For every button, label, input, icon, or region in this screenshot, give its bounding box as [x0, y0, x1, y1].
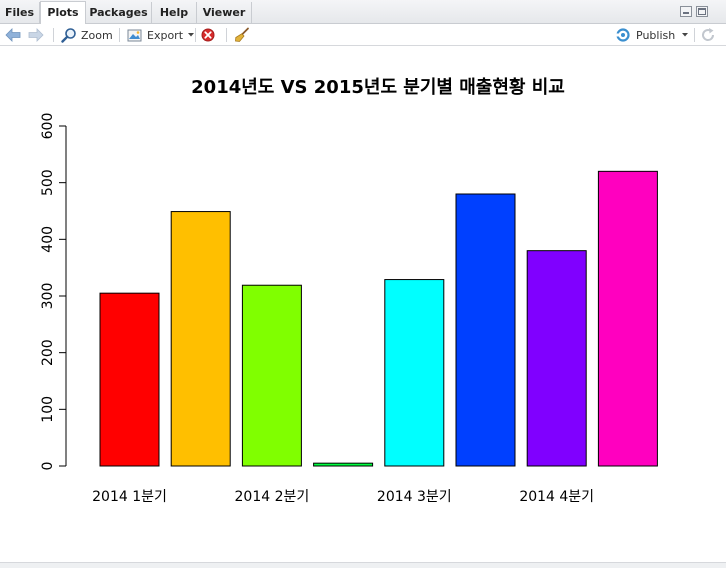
- forward-button[interactable]: [28, 24, 44, 46]
- bar: [526, 250, 587, 467]
- x-tick-label: 2014 2분기: [235, 489, 310, 505]
- bar: [597, 170, 658, 467]
- bar: [170, 211, 231, 467]
- x-tick-label: 2014 4분기: [519, 489, 594, 505]
- export-icon: [127, 29, 142, 42]
- y-tick-label: 200: [40, 339, 56, 366]
- magnifier-icon: [61, 28, 76, 43]
- bar: [313, 462, 374, 467]
- zoom-label: Zoom: [81, 28, 113, 42]
- bar: [384, 279, 445, 467]
- bar-chart: 2014년도 VS 2015년도 분기별 매출현황 비교 0 100 200 300 4…: [40, 77, 658, 505]
- refresh-icon: [702, 28, 715, 41]
- arrow-right-icon: [28, 28, 44, 42]
- minimize-icon: [683, 12, 689, 14]
- publish-icon: [616, 28, 630, 42]
- pane-bottom-edge: [0, 562, 726, 568]
- minimize-pane-button[interactable]: [680, 6, 692, 17]
- tab-help[interactable]: Help: [152, 2, 197, 24]
- x-tick-label: 2014 3분기: [377, 489, 452, 505]
- toolbar-divider: [195, 28, 196, 42]
- clear-all-plots-button[interactable]: [234, 24, 250, 46]
- pane-tabbar: Files Plots Packages Help Viewer: [0, 0, 726, 24]
- maximize-icon: [698, 8, 706, 15]
- remove-plot-icon: [201, 28, 215, 42]
- x-axis-labels: 2014 1분기 2014 2분기 2014 3분기 2014 4분기: [92, 489, 594, 505]
- bars: [99, 170, 658, 467]
- export-menu[interactable]: Export: [127, 24, 195, 46]
- zoom-button[interactable]: Zoom: [61, 24, 113, 46]
- maximize-pane-button[interactable]: [696, 6, 708, 17]
- chart-title: 2014년도 VS 2015년도 분기별 매출현황 비교: [191, 77, 565, 98]
- y-tick-label: 0: [40, 462, 56, 471]
- bar: [455, 193, 516, 467]
- arrow-left-icon: [5, 28, 21, 42]
- y-tick-label: 400: [40, 226, 56, 253]
- y-tick-label: 300: [40, 283, 56, 310]
- broom-icon: [235, 27, 249, 42]
- toolbar-divider: [694, 28, 695, 42]
- tab-viewer[interactable]: Viewer: [197, 2, 252, 24]
- plots-toolbar: Zoom Export Publish: [0, 24, 726, 46]
- y-tick-label: 600: [40, 113, 56, 140]
- publish-label: Publish: [636, 28, 676, 42]
- bar: [99, 292, 160, 467]
- tab-files[interactable]: Files: [0, 2, 40, 24]
- export-label: Export: [147, 28, 184, 42]
- plot-viewport: 2014년도 VS 2015년도 분기별 매출현황 비교 0 100 200 300 4…: [0, 46, 726, 562]
- publish-button[interactable]: Publish: [615, 24, 689, 46]
- refresh-button[interactable]: [700, 24, 716, 46]
- chevron-down-icon: [682, 33, 689, 37]
- toolbar-divider: [53, 28, 54, 42]
- remove-plot-button[interactable]: [201, 24, 215, 46]
- x-tick-label: 2014 1분기: [92, 489, 167, 505]
- chevron-down-icon: [188, 33, 195, 37]
- y-tick-label: 100: [40, 396, 56, 423]
- bar: [241, 284, 302, 467]
- y-axis: 0 100 200 300 400 500 600: [40, 113, 67, 471]
- y-tick-label: 500: [40, 169, 56, 196]
- toolbar-divider: [119, 28, 120, 42]
- tab-plots[interactable]: Plots: [40, 1, 86, 24]
- back-button[interactable]: [5, 24, 21, 46]
- toolbar-divider: [226, 28, 227, 42]
- tab-packages[interactable]: Packages: [86, 2, 152, 24]
